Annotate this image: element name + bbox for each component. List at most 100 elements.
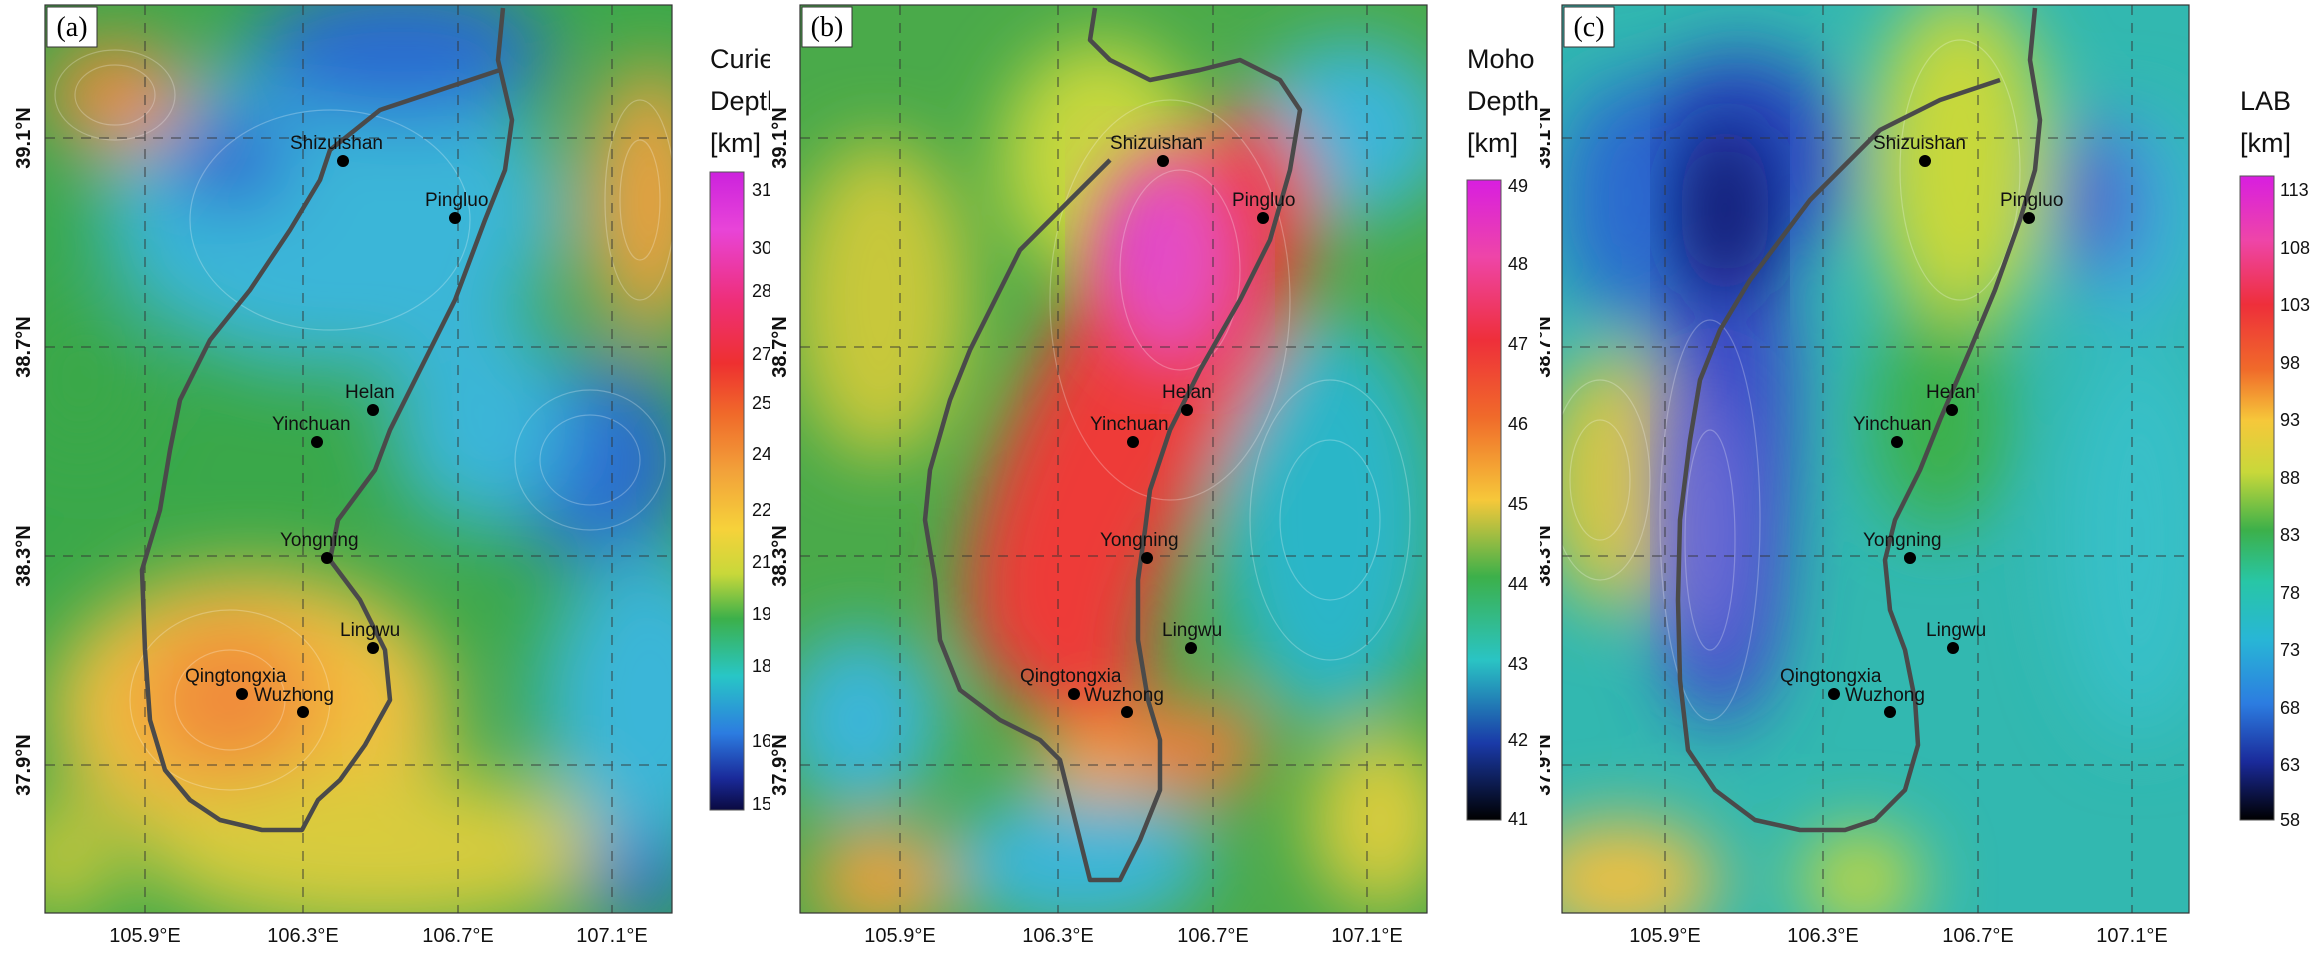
svg-text:28.5: 28.5	[752, 281, 770, 301]
city-dot	[1181, 404, 1193, 416]
city-label-yinchuan: Yinchuan	[272, 414, 351, 435]
city-markers	[1068, 155, 1269, 718]
x-tick-label: 106.7°E	[1177, 925, 1248, 947]
city-dot	[321, 552, 333, 564]
city-label-shizuishan: Shizuishan	[1873, 133, 1966, 154]
city-dot	[1157, 155, 1169, 167]
x-tick-label: 106.7°E	[422, 925, 493, 947]
svg-text:93: 93	[2280, 410, 2300, 430]
y-tick-label: 37.9°N	[770, 734, 791, 795]
x-tick-label: 106.3°E	[267, 925, 338, 947]
panel-letter: (a)	[56, 12, 87, 43]
city-dot	[1185, 642, 1197, 654]
x-tick-label: 105.9°E	[1629, 925, 1700, 947]
svg-text:68: 68	[2280, 698, 2300, 718]
panel-a-figure: Shizuishan Pingluo Helan Yinchuan Yongni…	[13, 4, 770, 947]
y-tick-label: 38.7°N	[770, 316, 791, 377]
svg-text:108: 108	[2280, 238, 2310, 258]
colorbar	[1466, 179, 1502, 821]
svg-text:83: 83	[2280, 525, 2300, 545]
svg-text:103: 103	[2280, 295, 2310, 315]
svg-text:45: 45	[1508, 494, 1528, 514]
panel-b: Shizuishan Pingluo Helan Yinchuan Yongni…	[770, 0, 1540, 970]
y-tick-label: 38.3°N	[1540, 525, 1555, 586]
svg-text:73: 73	[2280, 640, 2300, 660]
svg-text:24: 24	[752, 444, 770, 464]
svg-text:48: 48	[1508, 254, 1528, 274]
svg-text:[km]: [km]	[710, 128, 761, 158]
city-dot	[367, 642, 379, 654]
city-label-yongning: Yongning	[1100, 530, 1179, 551]
svg-text:21: 21	[752, 552, 770, 572]
city-dot	[311, 436, 323, 448]
colorbar	[2239, 175, 2275, 821]
svg-text:Depth: Depth	[1467, 86, 1539, 116]
legend-title: Curie Depth [km]	[710, 44, 770, 158]
colorbar-ticks: 113 108 103 98 93 88 83 78 73 68 63 58	[2280, 180, 2310, 830]
svg-text:43: 43	[1508, 654, 1528, 674]
svg-text:30: 30	[752, 238, 770, 258]
city-dot	[2023, 212, 2035, 224]
x-tick-label: 107.1°E	[576, 925, 647, 947]
legend-title: LAB [km]	[2240, 86, 2291, 158]
city-label-shizuishan: Shizuishan	[1110, 133, 1203, 154]
svg-text:47: 47	[1508, 334, 1528, 354]
svg-text:88: 88	[2280, 468, 2300, 488]
city-dot	[1127, 436, 1139, 448]
city-dot	[1121, 706, 1133, 718]
region-outline	[139, 7, 515, 833]
moho-depth-map: Shizuishan Pingluo Helan Yinchuan Yongni…	[800, 5, 1427, 913]
city-label-lingwu: Lingwu	[340, 620, 400, 641]
panel-letter: (c)	[1573, 12, 1604, 43]
city-dot	[1141, 552, 1153, 564]
svg-text:18: 18	[752, 656, 770, 676]
svg-text:15: 15	[752, 794, 770, 814]
svg-text:31.5: 31.5	[752, 180, 770, 200]
y-tick-label: 38.7°N	[1540, 316, 1555, 377]
svg-text:[km]: [km]	[2240, 128, 2291, 158]
city-label-wuzhong: Wuzhong	[1845, 685, 1925, 706]
city-label-shizuishan: Shizuishan	[290, 133, 383, 154]
city-dot	[367, 404, 379, 416]
colorbar	[709, 171, 745, 811]
colorbar-ticks: 49 48 47 46 45 44 43 42 41	[1508, 176, 1528, 829]
city-dot	[1947, 642, 1959, 654]
svg-text:78: 78	[2280, 583, 2300, 603]
svg-text:98: 98	[2280, 353, 2300, 373]
colorbar-ticks: 31.5 30 28.5 27 25.5 24 22.5 21 19.5 18 …	[752, 180, 770, 814]
svg-text:27: 27	[752, 344, 770, 364]
city-label-yongning: Yongning	[1863, 530, 1942, 551]
city-dot	[1828, 688, 1840, 700]
city-label-lingwu: Lingwu	[1926, 620, 1986, 641]
svg-text:19.5: 19.5	[752, 604, 770, 624]
svg-text:58: 58	[2280, 810, 2300, 830]
svg-text:46: 46	[1508, 414, 1528, 434]
x-tick-label: 105.9°E	[864, 925, 935, 947]
svg-text:41: 41	[1508, 809, 1528, 829]
y-tick-label: 39.1°N	[770, 107, 791, 168]
svg-text:63: 63	[2280, 755, 2300, 775]
city-label-yinchuan: Yinchuan	[1853, 414, 1932, 435]
svg-text:Moho: Moho	[1467, 44, 1535, 74]
city-dot	[1884, 706, 1896, 718]
city-markers	[236, 155, 461, 718]
city-dot	[449, 212, 461, 224]
city-dot	[1904, 552, 1916, 564]
svg-text:[km]: [km]	[1467, 128, 1518, 158]
city-label-qingtongxia: Qingtongxia	[1020, 666, 1122, 687]
x-tick-label: 106.3°E	[1787, 925, 1858, 947]
city-label-qingtongxia: Qingtongxia	[1780, 666, 1882, 687]
city-dot	[1919, 155, 1931, 167]
city-label-yinchuan: Yinchuan	[1090, 414, 1169, 435]
svg-text:49: 49	[1508, 176, 1528, 196]
svg-text:113: 113	[2280, 180, 2309, 200]
city-dot	[337, 155, 349, 167]
svg-text:16.5: 16.5	[752, 731, 770, 751]
x-tick-label: 105.9°E	[109, 925, 180, 947]
panel-b-figure: Shizuishan Pingluo Helan Yinchuan Yongni…	[770, 4, 1539, 947]
panel-c: Shizuishan Pingluo Helan Yinchuan Yongni…	[1540, 0, 2315, 970]
x-tick-label: 107.1°E	[1331, 925, 1402, 947]
x-tick-label: 106.3°E	[1022, 925, 1093, 947]
city-label-helan: Helan	[345, 382, 395, 403]
svg-text:25.5: 25.5	[752, 393, 770, 413]
